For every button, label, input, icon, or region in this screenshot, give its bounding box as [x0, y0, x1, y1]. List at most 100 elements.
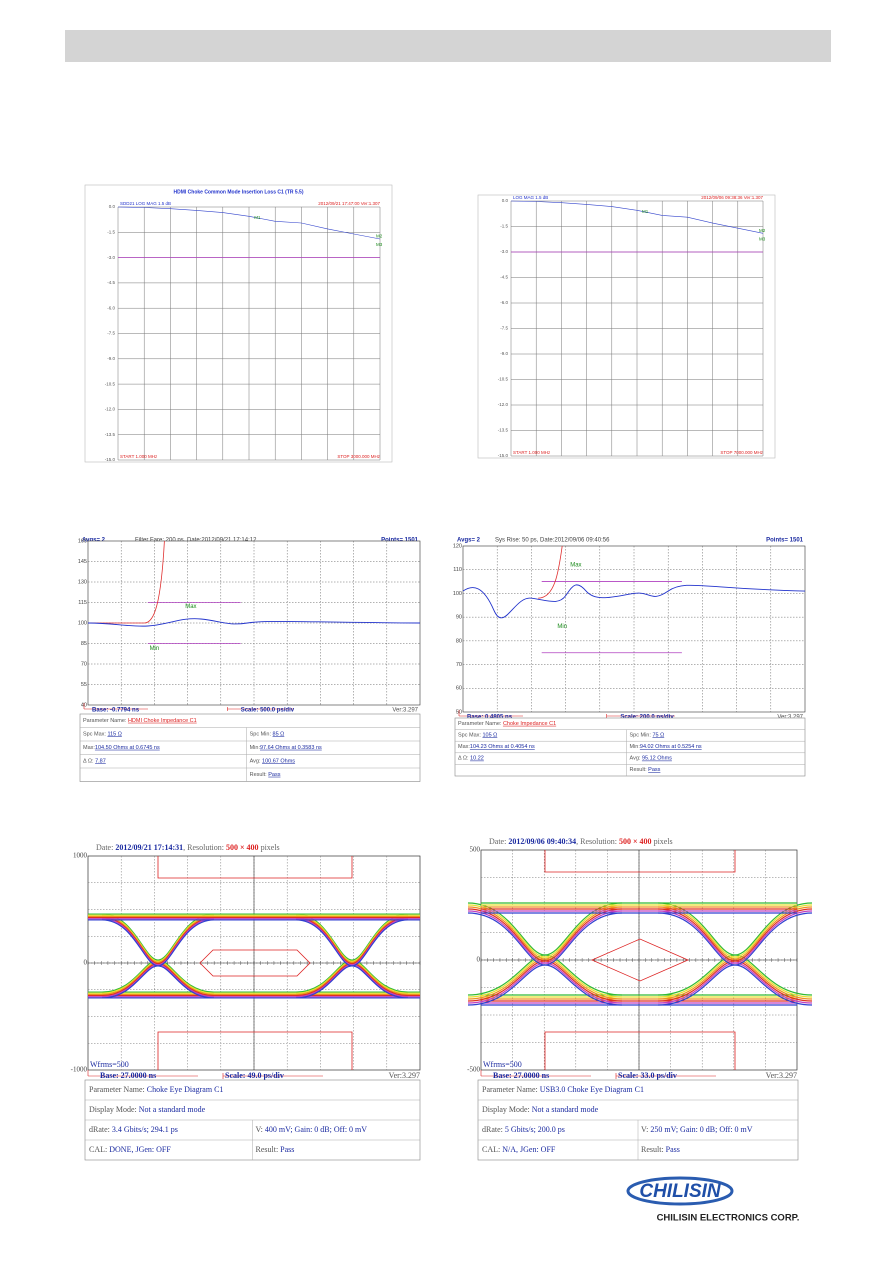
- table-cell: Parameter Name: HDMI Choke Impedance C1: [83, 718, 197, 724]
- y-tick-label: -10.5: [498, 377, 509, 382]
- cell-label: Spc Min:: [630, 733, 653, 739]
- cell-label: V:: [256, 1125, 265, 1134]
- table-cell: Display Mode: Not a standard mode: [482, 1105, 599, 1114]
- cell-label: Result:: [641, 1145, 666, 1154]
- eye-trace: [101, 913, 215, 993]
- cell-label: Δ Ω:: [83, 759, 95, 765]
- points: Points= 1501: [766, 538, 804, 544]
- eye-trace: [657, 906, 813, 1000]
- y-tick-label: -15.0: [498, 453, 509, 458]
- table-cell: Parameter Name: Choke Impedance C1: [458, 721, 556, 727]
- y-tick-label: -1.5: [500, 224, 508, 229]
- scale-label: Scale: 49.0 ps/div: [225, 1071, 284, 1080]
- trace: [510, 200, 764, 234]
- y-tick-label: -1000: [71, 1066, 88, 1074]
- table-cell: Spc Max: 115 Ω: [83, 732, 122, 738]
- eye-trace: [101, 914, 215, 994]
- y-tick-label: 0: [477, 956, 481, 964]
- version: Ver:3.297: [389, 1071, 420, 1080]
- header-part: pixels: [652, 837, 673, 846]
- trace: [88, 540, 165, 624]
- y-tick-label: -13.5: [498, 428, 509, 433]
- cell-value: Not a standard mode: [139, 1105, 206, 1114]
- mask: [544, 1031, 736, 1070]
- avgs: Avgs= 2: [82, 538, 106, 544]
- y-tick-label: -4.5: [107, 280, 115, 285]
- eye-trace: [295, 914, 409, 994]
- mask: [157, 1031, 353, 1070]
- y-tick-label: 0: [84, 959, 88, 967]
- cell-label: Spc Max:: [458, 733, 482, 739]
- cell-label: Parameter Name:: [89, 1085, 147, 1094]
- cell-label: dRate:: [89, 1125, 112, 1134]
- table-cell: V: 400 mV; Gain: 0 dB; Off: 0 mV: [256, 1125, 368, 1134]
- marker-label: M2: [759, 228, 766, 233]
- trace-label: LOG MAG 1.5 dB: [513, 195, 548, 200]
- eye-trace: [467, 908, 623, 1002]
- table-frame: [79, 713, 421, 782]
- header-bar: [65, 30, 831, 62]
- cell-value: Choke Impedance C1: [503, 721, 556, 727]
- table-cell: Display Mode: Not a standard mode: [89, 1105, 206, 1114]
- info: Filter Fare: 200 ps, Date:2012/09/21 17:…: [135, 538, 257, 544]
- table-cell: Min:94.02 Ohms at 0.5254 ns: [630, 744, 702, 750]
- cell-value: 105 Ω: [482, 733, 497, 739]
- table-cell: Max:104.50 Ohms at 0.6745 ns: [83, 745, 160, 751]
- scale-label: Scale: 33.0 ps/div: [618, 1071, 677, 1080]
- trace: [117, 206, 381, 240]
- version: Ver:3.297: [777, 715, 803, 721]
- header-part: 500 × 400: [619, 837, 652, 846]
- y-tick-label: 115: [78, 600, 87, 606]
- start-label: START 1.000 MHz: [120, 454, 158, 459]
- cell-value: 95.12 Ohms: [642, 756, 672, 762]
- cell-value: 10.22: [470, 756, 484, 762]
- cell-label: CAL:: [482, 1145, 502, 1154]
- wfrms: Wfrms=500: [90, 1060, 129, 1069]
- eye-trace: [467, 906, 623, 1000]
- header-part: pixels: [259, 843, 280, 852]
- mask: [199, 949, 311, 977]
- panel-frame: [477, 194, 776, 459]
- cell-label: Result:: [256, 1145, 281, 1154]
- eye-trace: [295, 918, 409, 998]
- cell-value: 400 mV; Gain: 0 dB; Off: 0 mV: [265, 1125, 367, 1134]
- y-tick-label: 100: [453, 591, 462, 597]
- eye-header: Date: 2012/09/06 09:40:34, Resolution: 5…: [489, 837, 673, 846]
- cell-value: 97.64 Ohms at 0.3583 ns: [260, 745, 322, 751]
- table-cell: Result: Pass: [256, 1145, 295, 1154]
- cell-label: Avg:: [630, 756, 642, 762]
- marker-label: M2: [376, 234, 383, 239]
- logo-swoosh: [626, 1176, 734, 1206]
- eye-trace: [295, 913, 409, 993]
- y-tick-label: 160: [78, 538, 87, 544]
- cell-value: 85 Ω: [273, 732, 285, 738]
- cell-value: N/A, JGen: OFF: [502, 1145, 556, 1154]
- cell-label: Result:: [250, 772, 269, 778]
- cell-label: Display Mode:: [89, 1105, 139, 1114]
- cell-value: Not a standard mode: [532, 1105, 599, 1114]
- cell-value: 100.67 Ohms: [262, 759, 295, 765]
- trace: [87, 618, 421, 627]
- eye-trace: [467, 910, 623, 1004]
- y-tick-label: -6.0: [107, 305, 115, 310]
- eye-trace: [657, 902, 813, 996]
- chart-title: HDMI Choke Common Mode Insertion Loss C1…: [173, 189, 303, 195]
- header-part: , Resolution:: [576, 837, 619, 846]
- cell-label: V:: [641, 1125, 650, 1134]
- wfrms: Wfrms=500: [483, 1060, 522, 1069]
- cell-label: Min:: [250, 745, 261, 751]
- y-tick-label: 70: [81, 661, 87, 667]
- cell-label: CAL:: [89, 1145, 109, 1154]
- cell-label: dRate:: [482, 1125, 505, 1134]
- marker-label: M1: [254, 215, 261, 220]
- logo-company: CHILISIN ELECTRONICS CORP.: [657, 1213, 800, 1224]
- y-tick-label: -500: [467, 1066, 480, 1074]
- mask: [544, 850, 736, 873]
- cell-value: Pass: [666, 1145, 680, 1154]
- y-tick-label: -9.0: [500, 351, 508, 356]
- cell-value: 7.87: [95, 759, 106, 765]
- y-tick-label: -7.5: [107, 331, 115, 336]
- table-cell: Min:97.64 Ohms at 0.3583 ns: [250, 745, 322, 751]
- mask: [591, 938, 689, 982]
